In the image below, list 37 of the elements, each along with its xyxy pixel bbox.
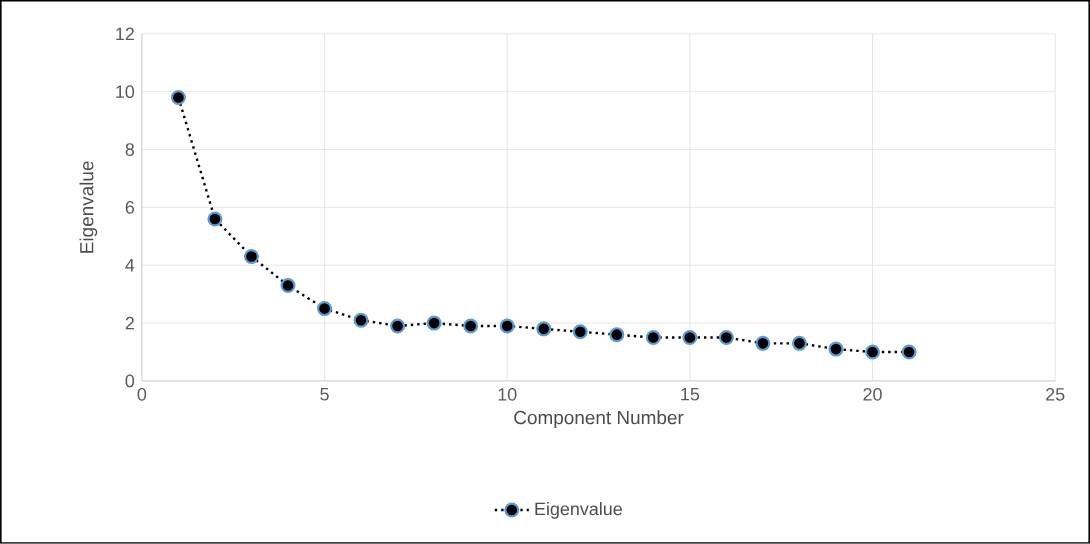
y-tick-label: 12	[116, 27, 134, 41]
x-tick-label: 20	[863, 388, 882, 401]
point	[243, 249, 259, 265]
point	[499, 318, 515, 334]
x-tick-label: 5	[320, 388, 329, 401]
point	[317, 301, 333, 317]
x-tick-label: 0	[137, 388, 147, 401]
point	[901, 344, 917, 360]
point	[645, 330, 661, 346]
point	[609, 327, 625, 343]
point	[828, 341, 844, 357]
y-axis-title: Eigenvalue	[79, 161, 98, 253]
point	[682, 330, 698, 346]
x-tick-label: 15	[681, 388, 700, 401]
y-tick-label: 0	[125, 374, 135, 388]
y-tick-label: 8	[125, 143, 135, 156]
y-tick-label: 4	[125, 259, 135, 272]
point	[865, 344, 881, 360]
point	[390, 318, 406, 334]
point	[207, 211, 223, 227]
x-axis-title: Component Number	[514, 410, 684, 429]
point	[755, 335, 771, 351]
point	[463, 318, 479, 334]
point	[791, 335, 807, 351]
point	[536, 321, 552, 337]
x-tick-label: 10	[498, 388, 517, 401]
point	[426, 315, 442, 331]
y-tick-label: 10	[116, 85, 135, 99]
y-tick-label: 2	[125, 316, 134, 330]
legend-label: Eigenvalue	[535, 502, 622, 519]
point	[170, 90, 186, 106]
point	[353, 312, 369, 328]
point	[280, 278, 296, 294]
x-tick-label: 25	[1046, 388, 1065, 401]
y-tick-label: 6	[125, 201, 135, 214]
point	[572, 324, 588, 340]
point	[718, 330, 734, 346]
